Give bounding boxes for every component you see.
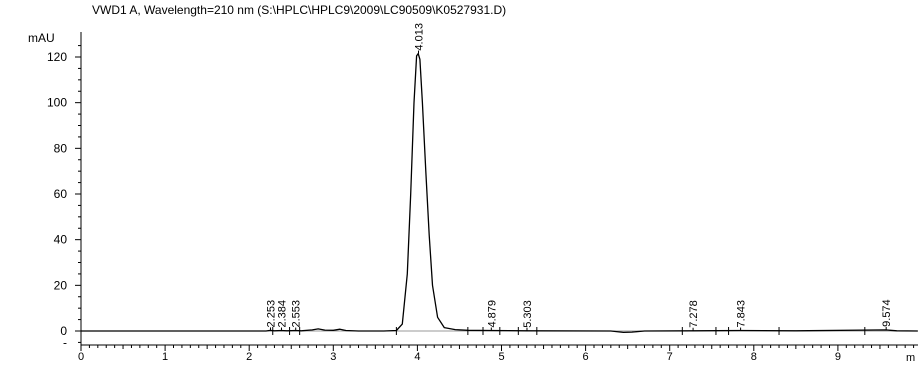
x-tick-label: 7 <box>667 351 673 363</box>
peak-label: 5.303 <box>522 300 534 328</box>
x-tick-label: 0 <box>78 351 84 363</box>
y-tick-label: 0 <box>60 324 67 338</box>
y-tick-label: 60 <box>54 187 68 201</box>
x-axis: 0 1 2 3 4 5 6 7 8 9 <box>78 345 915 363</box>
x-axis-label: m <box>906 352 915 364</box>
chart-title: VWD1 A, Wavelength=210 nm (S:\HPLC\HPLC9… <box>92 3 507 17</box>
x-tick-label: 4 <box>414 351 420 363</box>
y-tick-label: 120 <box>47 50 67 64</box>
peak-label: 4.013 <box>413 23 425 51</box>
x-tick-label: 1 <box>162 351 168 363</box>
y-tick-label: 80 <box>54 141 68 155</box>
chromatogram-trace <box>81 52 918 334</box>
y-tick-label: 20 <box>54 278 68 292</box>
peak-label: 9.574 <box>881 299 893 327</box>
peak-label: 2.384 <box>276 300 288 328</box>
x-tick-label: 6 <box>583 351 589 363</box>
peak-label: 2.553 <box>291 300 303 328</box>
series-group <box>81 52 918 334</box>
y-axis-label: mAU <box>28 31 55 45</box>
y-tick-label: 40 <box>54 233 68 247</box>
x-tick-label: 8 <box>751 351 757 363</box>
peak-label: 4.879 <box>486 300 498 328</box>
peak-label: 7.278 <box>688 300 700 328</box>
peak-label: 2.253 <box>265 300 277 328</box>
y-tick-label-minus: - <box>63 335 67 349</box>
x-tick-label: 3 <box>330 351 336 363</box>
x-tick-label: 2 <box>246 351 252 363</box>
x-tick-label: 5 <box>498 351 504 363</box>
y-axis: 0 20 40 60 80 100 120 - <box>47 45 81 349</box>
peak-label: 7.843 <box>736 300 748 328</box>
plot-frame <box>80 32 918 346</box>
peak-labels: 2.253 2.384 2.553 4.013 4.879 5.303 7.278 7.843… <box>265 23 893 331</box>
y-tick-label: 100 <box>47 96 67 110</box>
x-tick-label: 9 <box>835 351 841 363</box>
